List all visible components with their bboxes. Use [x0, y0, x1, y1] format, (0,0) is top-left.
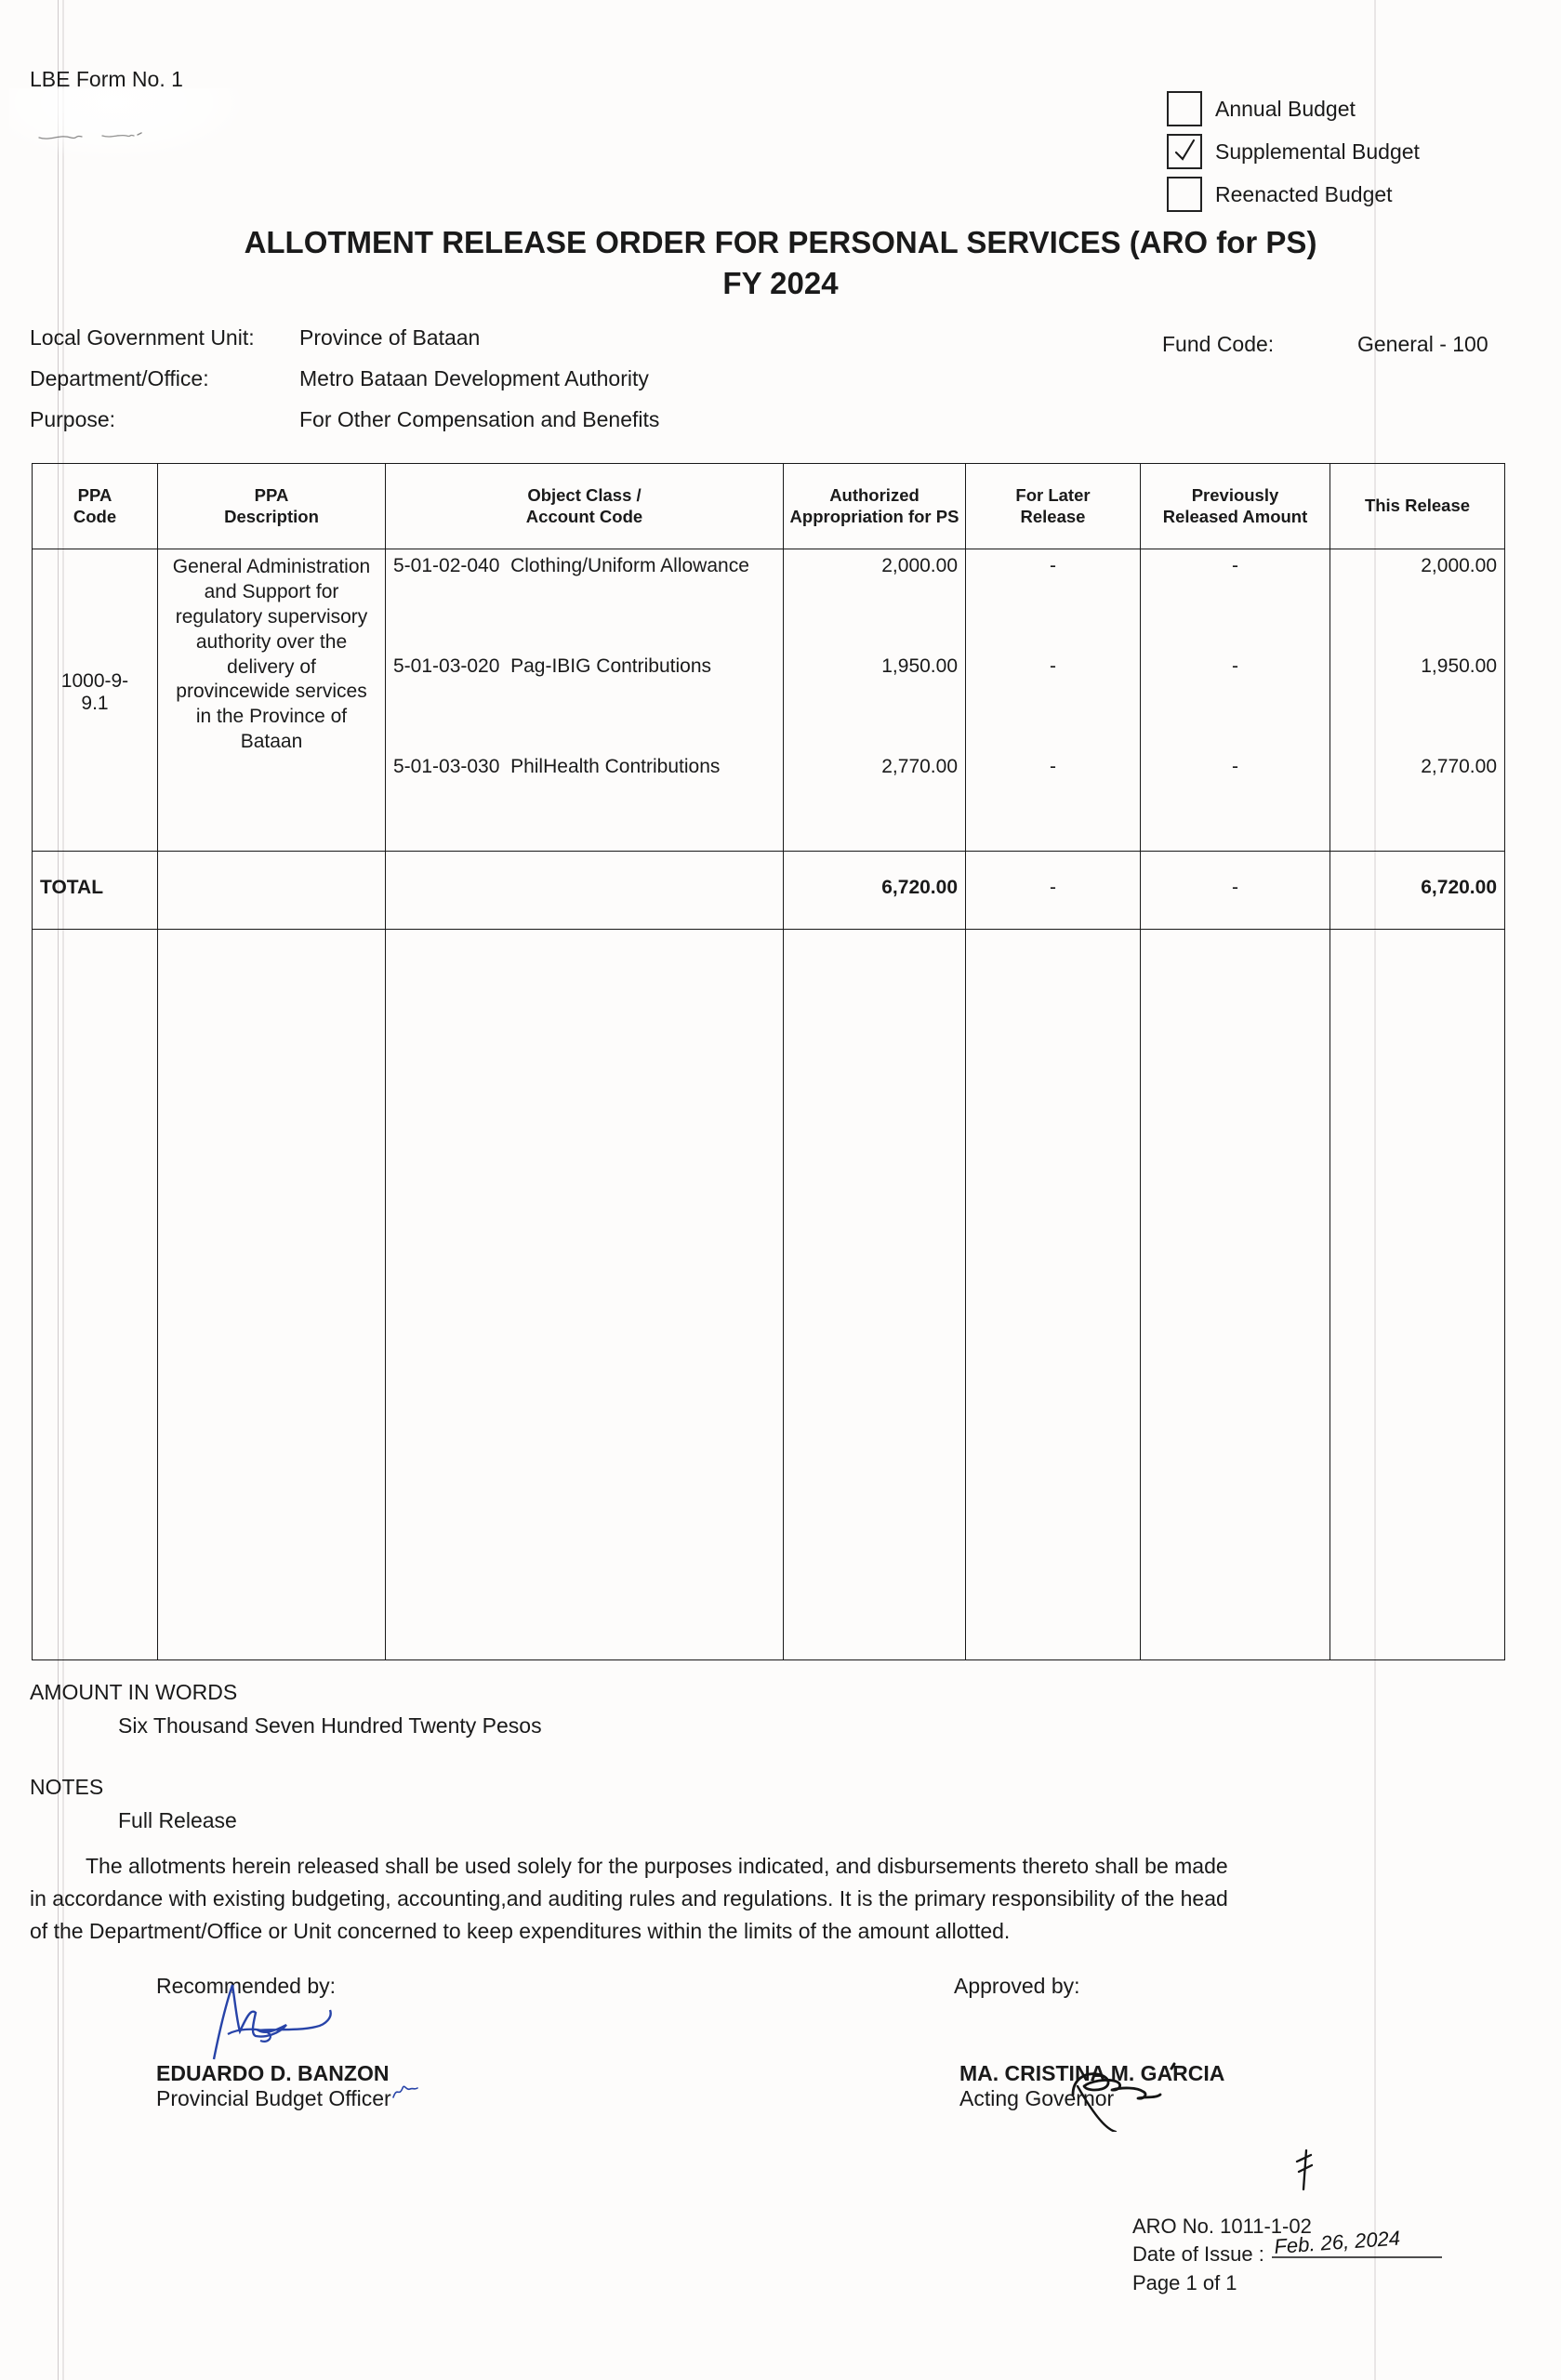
svg-text:Feb. 26, 2024: Feb. 26, 2024	[1274, 2229, 1401, 2258]
